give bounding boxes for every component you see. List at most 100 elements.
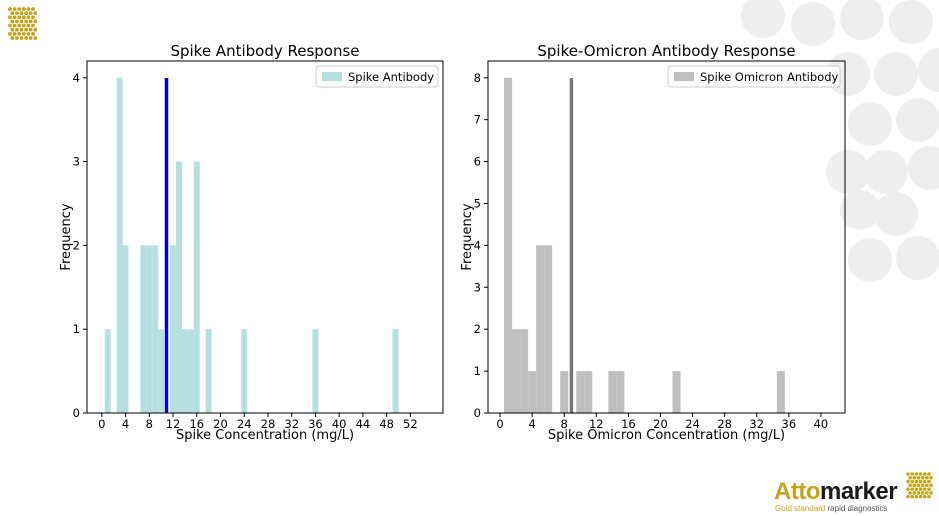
logo-dot [908,491,912,495]
histogram-bar [146,245,153,413]
histogram-bar [181,329,188,413]
histogram-bar [584,371,593,413]
logo-dot [19,19,24,24]
decorative-circle [840,0,884,40]
logo-dot [912,491,917,495]
x-tick-label: 12 [166,417,181,431]
logo-dot [28,11,33,16]
x-tick-label: 0 [98,417,105,431]
logo-dot [19,27,24,32]
y-tick-label: 8 [474,71,481,85]
chart-title: Spike Antibody Response [170,42,359,60]
logo-dot [10,36,15,40]
logo-dot [33,27,38,32]
y-tick-label: 4 [474,238,481,252]
logo-dot [24,11,28,16]
x-tick-label: 0 [496,417,503,431]
logo-dot [26,31,31,36]
x-tick-label: 24 [685,417,700,431]
x-tick-label: 12 [589,417,604,431]
decorative-circle [791,2,835,46]
spike-omicron-antibody-chart: 0 4 8 12 16 20 24 28 32 36 40012345678Spike-Omicro… [460,42,846,443]
x-tick-label: 52 [403,417,418,431]
logo-dot [910,487,914,491]
histogram-bar [536,245,545,413]
histogram-bar [241,329,248,413]
histogram-bar [576,371,585,413]
y-tick-label: 4 [73,71,80,85]
logo-dot [19,36,24,40]
logo-dot [28,27,33,32]
logo-dot [21,7,26,11]
plot-frame [487,60,846,414]
y-axis-label: Frequency [460,203,475,270]
histogram-bar [158,329,165,413]
x-tick-label: 28 [261,417,276,431]
logo-dot [916,491,921,495]
x-tick-label: 44 [356,417,371,431]
decorative-circle [848,238,892,282]
logo-dot [8,23,12,28]
logo-dot [10,19,15,24]
legend-label: Spike Antibody [348,70,434,84]
histogram-bar [672,371,681,413]
logo-dot [12,23,17,28]
logo-dot [906,494,910,499]
logo-dot [21,15,26,20]
logo-dot [927,487,931,491]
histogram-bar [512,329,521,413]
chart-title: Spike-Omicron Antibody Response [537,42,795,60]
y-tick-label: 2 [73,238,80,252]
histogram-bar [140,245,147,413]
decorative-circle [840,190,880,230]
decorative-circle [874,192,918,236]
x-tick-label: 20 [213,417,228,431]
x-tick-label: 20 [653,417,668,431]
histogram-bar [616,371,625,413]
x-tick-label: 36 [308,417,323,431]
logo-dot [24,27,28,32]
logo-dot [908,475,912,480]
logo-dot [929,491,933,495]
decorative-circle [908,146,939,190]
logo-dot [920,475,925,480]
logo-text-marker: marker [819,478,898,505]
x-tick-label: 48 [379,417,394,431]
logo-dot [17,31,22,36]
logo-dot [33,11,38,16]
logo-dot [15,36,19,40]
logo-dot [912,483,917,488]
legend-box [315,65,439,88]
y-tick-label: 1 [474,364,481,378]
y-tick-label: 5 [474,196,481,210]
logo-dot [24,36,28,40]
logo-tagline: Gold standard rapid diagnostics [775,504,888,513]
logo-dot [8,15,12,20]
logo-dot [10,11,15,16]
legend-swatch [674,72,694,81]
histogram-bar [170,245,176,413]
x-tick-label: 4 [122,417,129,431]
logo-dot [912,475,917,480]
logo-dot [918,472,923,476]
histogram-bar [520,329,529,413]
logo-dot [15,27,19,32]
tagline-rapid-diagnostics: rapid diagnostics [827,504,888,513]
x-tick-label: 28 [717,417,732,431]
x-tick-label: 8 [146,417,153,431]
decorative-circle [874,52,918,96]
logo-dot [26,15,31,20]
logo-dot [927,472,931,476]
y-tick-label: 0 [474,406,481,420]
histogram-bar [504,77,513,413]
logo-dot [12,7,17,11]
logo-dot [918,479,923,484]
histogram-bar [116,77,123,413]
x-tick-label: 16 [189,417,204,431]
histogram-bar [205,329,212,413]
logo-dot-mark-top [8,7,38,40]
logo-dot [21,31,26,36]
logo-dot [929,483,933,488]
